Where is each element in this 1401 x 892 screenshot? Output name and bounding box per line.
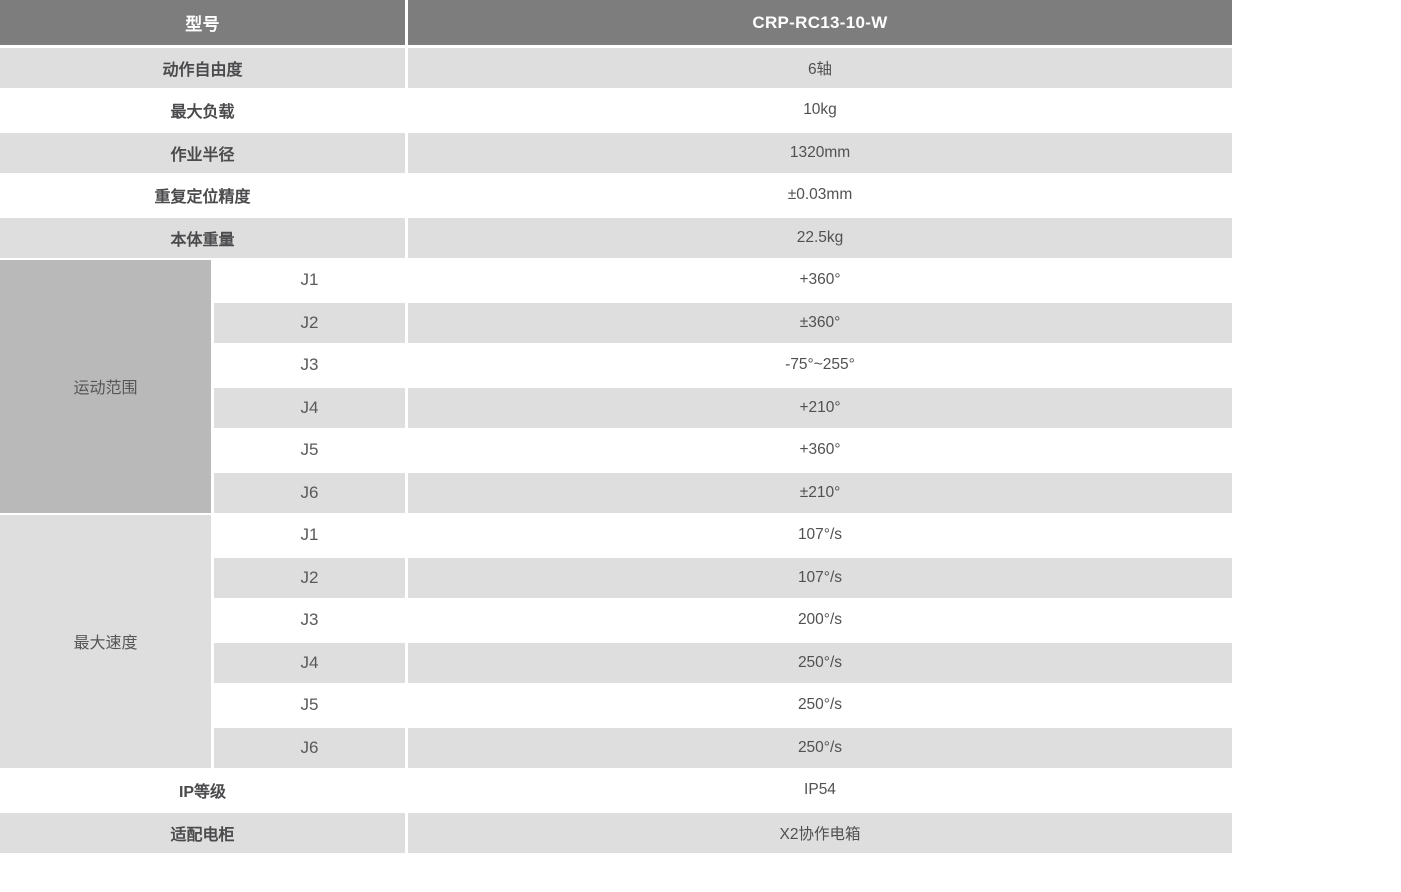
- range-value-j1: +360°: [408, 260, 1232, 300]
- group-label-max-speed: 最大速度: [0, 515, 211, 768]
- range-value-j3: -75°~255°: [408, 345, 1232, 385]
- spec-row-range-j4: J4 +210°: [214, 387, 1232, 428]
- spec-label-ip-rating: IP等级: [0, 770, 405, 810]
- table-header-row: 型号 CRP-RC13-10-W: [0, 0, 1232, 45]
- spec-row-speed-j2: J2 107°/s: [214, 557, 1232, 598]
- spec-row-range-j3: J3 -75°~255°: [214, 345, 1232, 385]
- speed-value-j5: 250°/s: [408, 685, 1232, 725]
- spec-row-reach: 作业半径 1320mm: [0, 132, 1232, 173]
- range-value-j4: +210°: [408, 387, 1232, 428]
- spec-value-payload: 10kg: [408, 90, 1232, 130]
- speed-joint-label-j3: J3: [214, 600, 405, 640]
- spec-label-dof: 动作自由度: [0, 47, 405, 88]
- model-header-value: CRP-RC13-10-W: [408, 0, 1232, 45]
- speed-joint-label-j2: J2: [214, 557, 405, 598]
- spec-row-payload: 最大负载 10kg: [0, 90, 1232, 130]
- spec-row-cabinet: 适配电柜 X2协作电箱: [0, 812, 1232, 853]
- spec-row-speed-j6: J6 250°/s: [214, 727, 1232, 768]
- robot-spec-table: 型号 CRP-RC13-10-W 动作自由度 6轴 最大负载 10kg 作业半径…: [0, 0, 1232, 853]
- spec-row-weight: 本体重量 22.5kg: [0, 217, 1232, 258]
- spec-row-range-j1: J1 +360°: [214, 260, 1232, 300]
- speed-value-j4: 250°/s: [408, 642, 1232, 683]
- range-value-j6: ±210°: [408, 472, 1232, 513]
- spec-row-speed-j1: J1 107°/s: [214, 515, 1232, 555]
- spec-value-cabinet: X2协作电箱: [408, 812, 1232, 853]
- joint-label-j2: J2: [214, 302, 405, 343]
- range-value-j5: +360°: [408, 430, 1232, 470]
- joint-label-j5: J5: [214, 430, 405, 470]
- spec-value-weight: 22.5kg: [408, 217, 1232, 258]
- spec-row-speed-j4: J4 250°/s: [214, 642, 1232, 683]
- group-rows-motion-range: J1 +360° J2 ±360° J3 -75°~255° J4 +210° …: [214, 260, 1232, 513]
- speed-joint-label-j5: J5: [214, 685, 405, 725]
- spec-value-repeatability: ±0.03mm: [408, 175, 1232, 215]
- speed-value-j1: 107°/s: [408, 515, 1232, 555]
- spec-row-range-j2: J2 ±360°: [214, 302, 1232, 343]
- group-label-motion-range: 运动范围: [0, 260, 211, 513]
- joint-label-j1: J1: [214, 260, 405, 300]
- speed-joint-label-j1: J1: [214, 515, 405, 555]
- joint-label-j3: J3: [214, 345, 405, 385]
- joint-label-j4: J4: [214, 387, 405, 428]
- speed-joint-label-j4: J4: [214, 642, 405, 683]
- spec-row-repeatability: 重复定位精度 ±0.03mm: [0, 175, 1232, 215]
- spec-label-weight: 本体重量: [0, 217, 405, 258]
- speed-joint-label-j6: J6: [214, 727, 405, 768]
- spec-value-dof: 6轴: [408, 47, 1232, 88]
- speed-value-j2: 107°/s: [408, 557, 1232, 598]
- spec-group-motion-range: 运动范围 J1 +360° J2 ±360° J3 -75°~255° J4 +…: [0, 260, 1232, 513]
- spec-label-reach: 作业半径: [0, 132, 405, 173]
- spec-row-speed-j3: J3 200°/s: [214, 600, 1232, 640]
- spec-row-speed-j5: J5 250°/s: [214, 685, 1232, 725]
- spec-row-range-j6: J6 ±210°: [214, 472, 1232, 513]
- spec-row-dof: 动作自由度 6轴: [0, 47, 1232, 88]
- spec-label-cabinet: 适配电柜: [0, 812, 405, 853]
- spec-row-range-j5: J5 +360°: [214, 430, 1232, 470]
- joint-label-j6: J6: [214, 472, 405, 513]
- spec-group-max-speed: 最大速度 J1 107°/s J2 107°/s J3 200°/s J4 25…: [0, 515, 1232, 768]
- group-rows-max-speed: J1 107°/s J2 107°/s J3 200°/s J4 250°/s …: [214, 515, 1232, 768]
- spec-row-ip-rating: IP等级 IP54: [0, 770, 1232, 810]
- spec-label-repeatability: 重复定位精度: [0, 175, 405, 215]
- speed-value-j6: 250°/s: [408, 727, 1232, 768]
- spec-label-payload: 最大负载: [0, 90, 405, 130]
- speed-value-j3: 200°/s: [408, 600, 1232, 640]
- model-header-label: 型号: [0, 0, 405, 45]
- range-value-j2: ±360°: [408, 302, 1232, 343]
- spec-value-reach: 1320mm: [408, 132, 1232, 173]
- spec-value-ip-rating: IP54: [408, 770, 1232, 810]
